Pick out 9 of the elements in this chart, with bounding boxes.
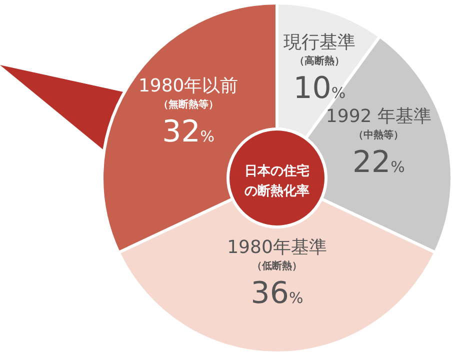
slice-label: 1980年基準（低断熱） xyxy=(227,237,327,272)
text: 日本の住宅の断熱化率 xyxy=(244,163,310,199)
slice-label: 現行基準（高断熱） xyxy=(283,32,356,68)
slice-label: 1992 年基準（中熱等） xyxy=(326,106,432,141)
slice-label: 1980年以前（無断熱等） xyxy=(138,76,238,111)
data-label: 32% xyxy=(162,114,215,150)
data-label: 36% xyxy=(250,276,304,311)
data-label: 22% xyxy=(352,144,405,180)
data-label: 10% xyxy=(293,71,346,106)
